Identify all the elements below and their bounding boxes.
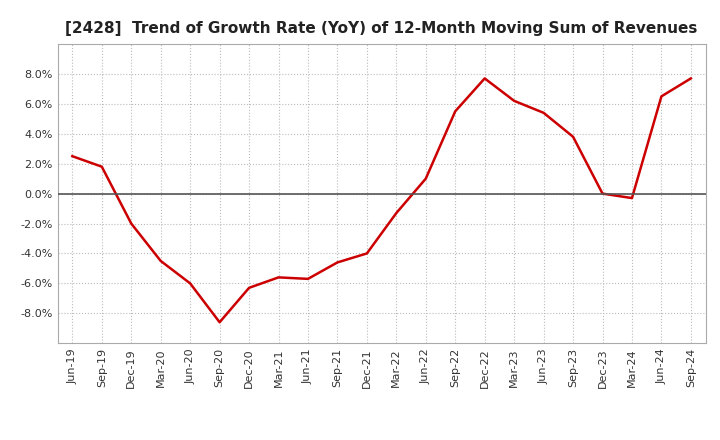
Title: [2428]  Trend of Growth Rate (YoY) of 12-Month Moving Sum of Revenues: [2428] Trend of Growth Rate (YoY) of 12-… [66,21,698,36]
